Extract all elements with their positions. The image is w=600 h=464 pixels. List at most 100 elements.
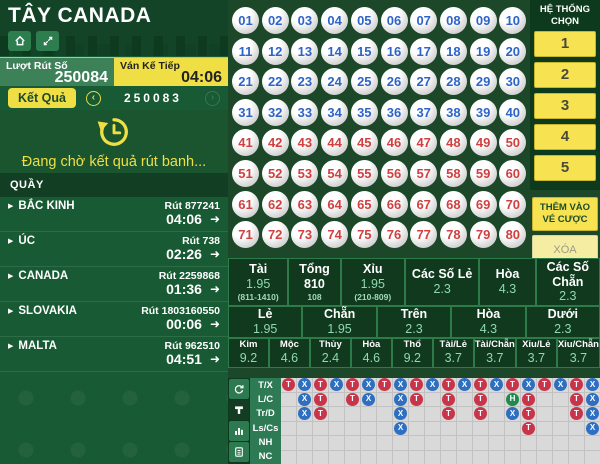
ball-39[interactable]: 39 (469, 98, 497, 126)
lobby-item-úc[interactable]: ▶ ÚC Rút 738 02:26 ➜ (0, 232, 228, 267)
ball-69[interactable]: 69 (469, 190, 497, 218)
ball-70[interactable]: 70 (499, 190, 527, 218)
ball-43[interactable]: 43 (291, 129, 319, 157)
expand-button[interactable] (36, 31, 59, 51)
odds-cell-hòa[interactable]: Hòa 4.3 (452, 307, 525, 337)
ball-75[interactable]: 75 (350, 221, 378, 249)
ball-28[interactable]: 28 (439, 68, 467, 96)
ball-29[interactable]: 29 (469, 68, 497, 96)
lobby-item-canada[interactable]: ▶ CANADA Rút 2259868 01:36 ➜ (0, 267, 228, 302)
odds-cell-hỏa[interactable]: Hỏa 4.6 (351, 339, 391, 367)
ball-68[interactable]: 68 (439, 190, 467, 218)
ball-05[interactable]: 05 (350, 7, 378, 34)
ball-45[interactable]: 45 (350, 129, 378, 157)
ball-42[interactable]: 42 (261, 129, 289, 157)
next-result-button[interactable]: › (205, 90, 220, 106)
odds-cell-thủy[interactable]: Thủy 2.4 (310, 339, 350, 367)
odds-cell-tài[interactable]: Tài 1.95 (811-1410) (229, 259, 288, 305)
ball-06[interactable]: 06 (380, 7, 408, 34)
ball-55[interactable]: 55 (350, 160, 378, 187)
ball-65[interactable]: 65 (350, 190, 378, 218)
ball-67[interactable]: 67 (410, 190, 438, 218)
ball-27[interactable]: 27 (410, 68, 438, 96)
ball-46[interactable]: 46 (380, 129, 408, 157)
lobby-item-slovakia[interactable]: ▶ SLOVAKIA Rút 1803160550 00:06 ➜ (0, 302, 228, 337)
ball-59[interactable]: 59 (469, 160, 497, 187)
ball-62[interactable]: 62 (261, 190, 289, 218)
ball-36[interactable]: 36 (380, 98, 408, 126)
system-pick-option-1[interactable]: 1 (534, 30, 596, 57)
odds-cell-mộc[interactable]: Mộc 4.6 (269, 339, 309, 367)
prev-result-button[interactable]: ‹ (85, 90, 101, 106)
system-pick-option-2[interactable]: 2 (534, 61, 596, 88)
ball-48[interactable]: 48 (439, 129, 467, 157)
ball-72[interactable]: 72 (261, 221, 289, 249)
ball-03[interactable]: 03 (291, 7, 319, 34)
ball-16[interactable]: 16 (380, 37, 408, 65)
ball-32[interactable]: 32 (261, 98, 289, 126)
ball-52[interactable]: 52 (261, 160, 289, 187)
odds-cell-xỉu-chẵn[interactable]: Xỉu/Chẵn 3.7 (557, 339, 599, 367)
ball-60[interactable]: 60 (499, 160, 527, 187)
ball-15[interactable]: 15 (350, 37, 378, 65)
ball-49[interactable]: 49 (469, 129, 497, 157)
ball-21[interactable]: 21 (232, 68, 259, 96)
ball-37[interactable]: 37 (410, 98, 438, 126)
ball-73[interactable]: 73 (291, 221, 319, 249)
ball-50[interactable]: 50 (499, 129, 527, 157)
add-to-ticket-button[interactable]: THÊM VÀO VÉ CƯỢC (532, 196, 598, 232)
ball-26[interactable]: 26 (380, 68, 408, 96)
ball-57[interactable]: 57 (410, 160, 438, 187)
odds-cell-các-số-chẵn[interactable]: Các Số Chẵn 2.3 (536, 259, 599, 305)
ball-14[interactable]: 14 (321, 37, 349, 65)
ball-10[interactable]: 10 (499, 7, 527, 34)
trend-icon[interactable] (229, 400, 249, 420)
ball-58[interactable]: 58 (439, 160, 467, 187)
ball-76[interactable]: 76 (380, 221, 408, 249)
lobby-item-bắc-kinh[interactable]: ▶ BẮC KINH Rút 877241 04:06 ➜ (0, 197, 228, 232)
ball-12[interactable]: 12 (261, 37, 289, 65)
odds-cell-thổ[interactable]: Thổ 9.2 (392, 339, 432, 367)
odds-cell-xỉu[interactable]: Xỉu 1.95 (210-809) (341, 259, 404, 305)
ball-01[interactable]: 01 (232, 7, 259, 34)
ball-31[interactable]: 31 (232, 98, 259, 126)
ball-07[interactable]: 07 (410, 7, 438, 34)
ball-61[interactable]: 61 (232, 190, 259, 218)
ball-77[interactable]: 77 (410, 221, 438, 249)
results-button[interactable]: Kết Quả (8, 88, 76, 108)
enter-arrow-icon[interactable]: ➜ (209, 212, 220, 226)
ball-23[interactable]: 23 (291, 68, 319, 96)
odds-cell-tổng[interactable]: Tổng 810 108 (289, 259, 340, 305)
ball-41[interactable]: 41 (232, 129, 259, 157)
enter-arrow-icon[interactable]: ➜ (209, 247, 220, 261)
enter-arrow-icon[interactable]: ➜ (209, 317, 220, 331)
refresh-icon[interactable] (229, 379, 249, 399)
system-pick-option-3[interactable]: 3 (534, 92, 596, 119)
system-pick-option-5[interactable]: 5 (534, 154, 596, 181)
ball-53[interactable]: 53 (291, 160, 319, 187)
ball-66[interactable]: 66 (380, 190, 408, 218)
odds-cell-dưới[interactable]: Dưới 2.3 (526, 307, 599, 337)
ball-11[interactable]: 11 (232, 37, 259, 65)
ball-20[interactable]: 20 (499, 37, 527, 65)
ball-25[interactable]: 25 (350, 68, 378, 96)
ball-09[interactable]: 09 (469, 7, 497, 34)
odds-cell-tài-chẵn[interactable]: Tài/Chẵn 3.7 (474, 339, 515, 367)
ball-08[interactable]: 08 (439, 7, 467, 34)
ball-13[interactable]: 13 (291, 37, 319, 65)
ball-47[interactable]: 47 (410, 129, 438, 157)
ball-54[interactable]: 54 (321, 160, 349, 187)
ball-56[interactable]: 56 (380, 160, 408, 187)
ball-22[interactable]: 22 (261, 68, 289, 96)
ball-40[interactable]: 40 (499, 98, 527, 126)
ball-24[interactable]: 24 (321, 68, 349, 96)
system-pick-option-4[interactable]: 4 (534, 123, 596, 150)
ball-33[interactable]: 33 (291, 98, 319, 126)
ball-74[interactable]: 74 (321, 221, 349, 249)
home-button[interactable] (8, 31, 31, 51)
odds-cell-các-số-lẻ[interactable]: Các Số Lẻ 2.3 (405, 259, 479, 305)
ball-38[interactable]: 38 (439, 98, 467, 126)
ball-17[interactable]: 17 (410, 37, 438, 65)
ball-18[interactable]: 18 (439, 37, 467, 65)
ball-51[interactable]: 51 (232, 160, 259, 187)
